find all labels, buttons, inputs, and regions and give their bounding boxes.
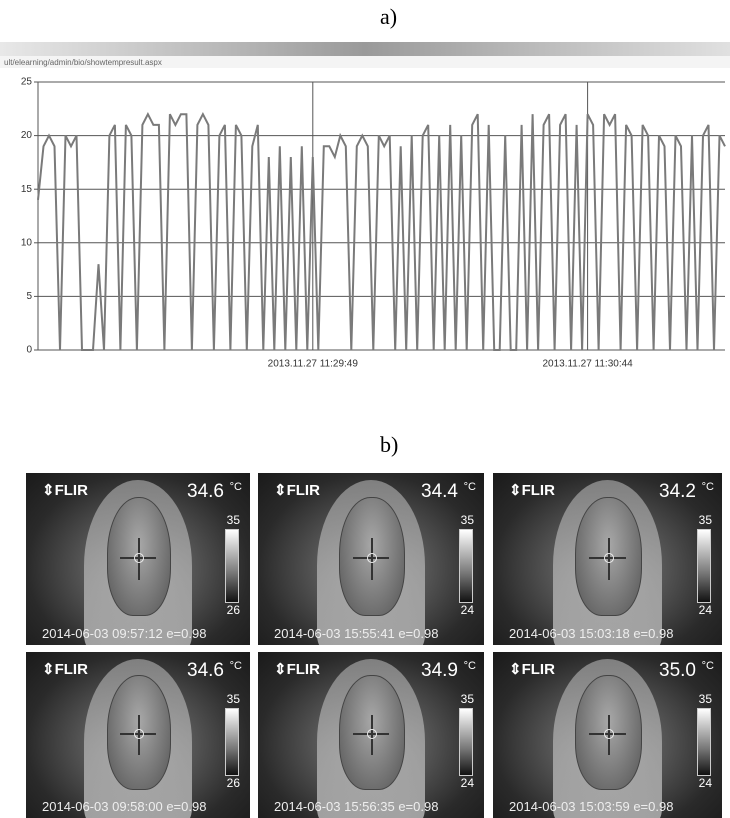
brand: FLIR (286, 661, 320, 678)
x-tick-label: 2013.11.27 11:30:44 (542, 359, 633, 370)
y-tick-label: 0 (26, 345, 32, 356)
panel-label: b) (380, 432, 399, 457)
unit: °C (229, 660, 242, 672)
logo: ⇕FLIR (42, 661, 88, 678)
y-tick-label: 20 (21, 130, 33, 141)
temperature: 34.6 (187, 481, 224, 502)
logo: ⇕FLIR (274, 482, 320, 499)
scale-max: 35 (698, 513, 712, 527)
brand: FLIR (286, 482, 320, 499)
thermal-image: ⇕FLIR 34.9 °C 35 24 2014-06-03 15:56:35 … (258, 652, 484, 818)
thermal-image: ⇕FLIR 34.6 °C 35 26 2014-06-03 09:58:00 … (26, 652, 250, 818)
spot-marker (134, 553, 144, 564)
logo: ⇕FLIR (42, 482, 88, 499)
scale-min: 26 (226, 603, 240, 617)
logo: ⇕FLIR (509, 661, 555, 678)
scale-max: 35 (226, 513, 240, 527)
y-tick-label: 25 (21, 77, 33, 88)
thermal-image: ⇕FLIR 34.4 °C 35 24 2014-06-03 15:55:41 … (258, 473, 484, 645)
brand: FLIR (54, 661, 88, 678)
scale-min: 24 (698, 776, 712, 790)
scale-max: 35 (226, 692, 240, 706)
temperature: 35.0 (659, 660, 696, 681)
timestamp: 2014-06-03 09:57:12 e=0.98 (42, 626, 207, 641)
data-line (37, 112, 726, 351)
brand: FLIR (521, 661, 555, 678)
timestamp: 2014-06-03 15:55:41 e=0.98 (274, 626, 439, 641)
thermal-image: ⇕FLIR 35.0 °C 35 24 2014-06-03 15:03:59 … (493, 652, 722, 818)
unit: °C (701, 481, 714, 493)
brand: FLIR (54, 482, 88, 499)
unit: °C (701, 660, 714, 672)
temperature: 34.2 (659, 481, 696, 502)
spot-marker (603, 553, 614, 564)
timestamp: 2014-06-03 15:03:59 e=0.98 (509, 799, 674, 814)
color-scale (225, 708, 239, 776)
browser-tabs (0, 42, 730, 56)
scale-min: 24 (460, 776, 474, 790)
logo: ⇕FLIR (509, 482, 555, 499)
scale-max: 35 (460, 692, 474, 706)
spot-marker (367, 729, 377, 740)
scale-max: 35 (460, 513, 474, 527)
thermal-image: ⇕FLIR 34.2 °C 35 24 2014-06-03 15:03:18 … (493, 473, 722, 645)
y-tick-label: 5 (26, 291, 32, 302)
timestamp: 2014-06-03 09:58:00 e=0.98 (42, 799, 207, 814)
url: ult/elearning/admin/bio/showtempresult.a… (4, 58, 162, 67)
color-scale (225, 529, 239, 603)
address-bar (0, 56, 730, 68)
color-scale (459, 708, 473, 776)
color-scale (697, 529, 711, 603)
temperature: 34.4 (421, 481, 458, 502)
color-scale (697, 708, 711, 776)
spot-marker (134, 729, 144, 740)
timestamp: 2014-06-03 15:03:18 e=0.98 (509, 626, 674, 641)
y-tick-label: 10 (21, 237, 33, 248)
scale-min: 26 (226, 776, 240, 790)
unit: °C (463, 481, 476, 493)
scale-max: 35 (698, 692, 712, 706)
x-tick-label: 2013.11.27 11:29:49 (268, 359, 359, 370)
brand: FLIR (521, 482, 555, 499)
y-tick-label: 15 (21, 184, 33, 195)
spot-marker (367, 553, 377, 564)
thermal-image: ⇕FLIR 34.6 °C 35 26 2014-06-03 09:57:12 … (26, 473, 250, 645)
logo: ⇕FLIR (274, 661, 320, 678)
temperature: 34.6 (187, 660, 224, 681)
unit: °C (229, 481, 242, 493)
panel-label: a) (380, 4, 398, 29)
chart: ult/elearning/admin/bio/showtempresult.a… (0, 42, 730, 370)
unit: °C (463, 660, 476, 672)
scale-min: 24 (460, 603, 474, 617)
scale-min: 24 (698, 603, 712, 617)
timestamp: 2014-06-03 15:56:35 e=0.98 (274, 799, 439, 814)
spot-marker (603, 729, 614, 740)
color-scale (459, 529, 473, 603)
temperature: 34.9 (421, 660, 458, 681)
